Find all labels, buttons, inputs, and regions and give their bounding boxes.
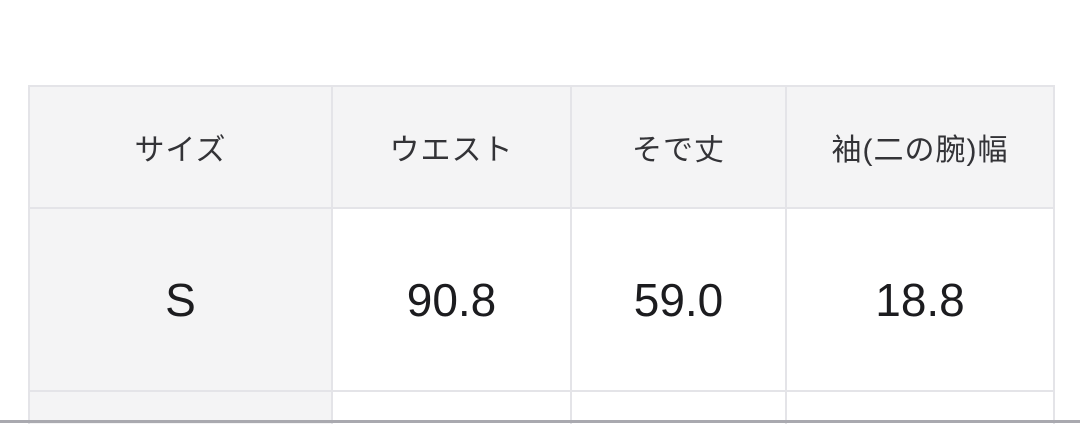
header-row: サイズ ウエスト そで丈 袖(二の腕)幅 xyxy=(28,85,1055,209)
upper-arm-width-value-cell-partial xyxy=(785,390,1055,424)
sleeve-length-value-cell: 59.0 xyxy=(570,207,787,392)
upper-arm-width-value-cell: 18.8 xyxy=(785,207,1055,392)
size-label-cell-partial xyxy=(28,390,333,424)
page-bottom-divider xyxy=(0,420,1080,423)
waist-value-cell: 90.8 xyxy=(331,207,572,392)
table-row-partial xyxy=(28,390,1055,424)
size-spec-table: サイズ ウエスト そで丈 袖(二の腕)幅 S 90.8 59.0 18.8 xyxy=(28,85,1055,424)
waist-value-cell-partial xyxy=(331,390,572,424)
size-label-cell: S xyxy=(28,207,333,392)
column-header-upper-arm-width: 袖(二の腕)幅 xyxy=(785,85,1055,209)
column-header-size: サイズ xyxy=(28,85,333,209)
column-header-waist: ウエスト xyxy=(331,85,572,209)
table-row-size-s: S 90.8 59.0 18.8 xyxy=(28,207,1055,392)
column-header-sleeve-length: そで丈 xyxy=(570,85,787,209)
sleeve-length-value-cell-partial xyxy=(570,390,787,424)
